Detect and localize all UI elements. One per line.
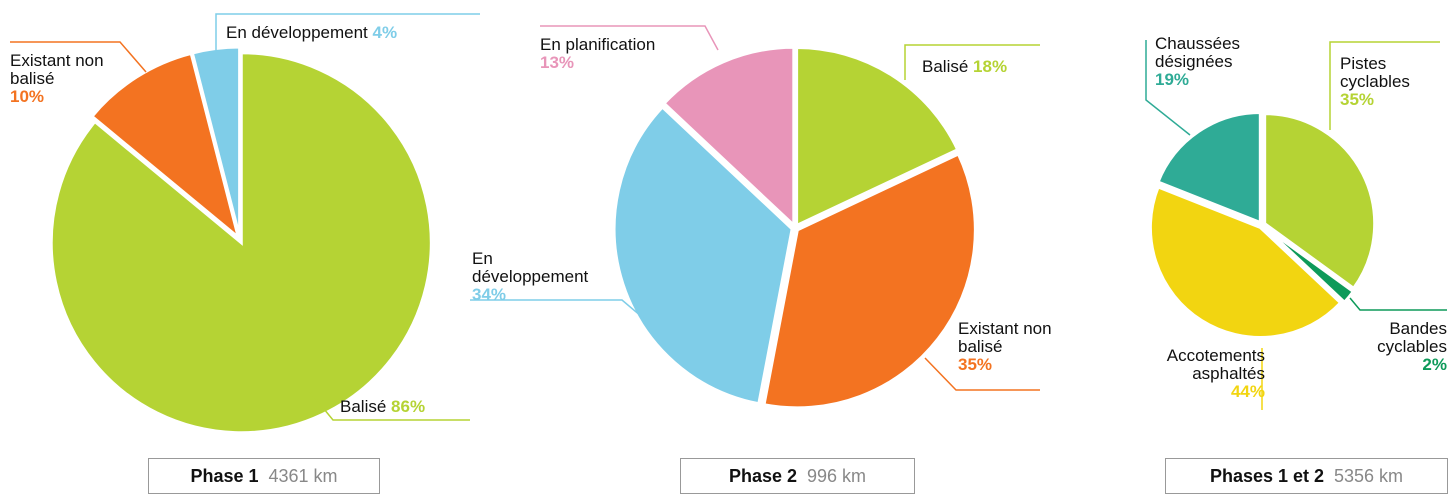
- value-label: 2%: [1422, 355, 1447, 374]
- pie-slice: [762, 152, 977, 410]
- category-name: Accotements asphaltés: [1166, 346, 1265, 383]
- category-name: Balisé: [922, 57, 969, 76]
- caption-title: Phases 1 et 2: [1209, 465, 1325, 486]
- caption-total: 5356 km: [1334, 465, 1404, 486]
- category-name: Chaussées désignées: [1155, 34, 1241, 71]
- leader-line: [924, 357, 1040, 391]
- leader-line: [10, 41, 147, 73]
- leader-line: [309, 391, 470, 421]
- leader-line: [215, 13, 480, 50]
- slice-label: Bandes cyclables 2%: [1365, 320, 1447, 374]
- slice-label: En développement 34%: [472, 250, 607, 304]
- slice-label: Chaussées désignées 19%: [1155, 35, 1265, 89]
- slice-label: Balisé 86%: [340, 398, 540, 416]
- leader-line: [540, 25, 719, 51]
- slice-label: En développement 4%: [226, 24, 506, 42]
- value-label: 13%: [540, 53, 575, 72]
- category-name: Existant non balisé: [958, 319, 1052, 356]
- value-label: 18%: [973, 57, 1008, 76]
- category-name: Bandes cyclables: [1377, 319, 1447, 356]
- category-name: En planification: [540, 35, 656, 54]
- leader-line: [470, 299, 649, 323]
- category-name: En développement: [226, 23, 368, 42]
- leader-line: [1145, 40, 1191, 136]
- caption-box: Phase 2 996 km: [680, 458, 915, 494]
- value-label: 34%: [472, 285, 507, 304]
- caption-total: 996 km: [807, 465, 867, 486]
- slice-label: Existant non balisé 35%: [958, 320, 1058, 374]
- pie-slice: [89, 51, 241, 242]
- category-name: Balisé: [340, 397, 387, 416]
- caption-box: Phases 1 et 2 5356 km: [1165, 458, 1448, 494]
- pie-slice: [1263, 112, 1377, 291]
- slice-label: Existant non balisé 10%: [10, 52, 110, 106]
- caption-title: Phase 2: [728, 465, 797, 486]
- category-name: Existant non balisé: [10, 51, 104, 88]
- value-label: 35%: [958, 355, 993, 374]
- leader-line: [1349, 297, 1447, 311]
- value-label: 10%: [10, 87, 45, 106]
- caption-title: Phase 1: [190, 465, 259, 486]
- category-name: En développement: [472, 249, 589, 286]
- caption-box: Phase 1 4361 km: [148, 458, 380, 494]
- pie-slice: [795, 45, 960, 228]
- category-name: Pistes cyclables: [1340, 54, 1410, 91]
- pie-slice: [612, 104, 794, 406]
- slice-label: Pistes cyclables 35%: [1340, 55, 1440, 109]
- value-label: 4%: [372, 23, 398, 42]
- caption-total: 4361 km: [268, 465, 338, 486]
- slice-label: Accotements asphaltés 44%: [1140, 347, 1265, 401]
- pie-slice: [1156, 111, 1262, 225]
- value-label: 19%: [1155, 70, 1190, 89]
- pie-slice: [1263, 225, 1356, 305]
- leader-line: [904, 44, 1040, 80]
- pie-slice: [49, 51, 433, 435]
- value-label: 44%: [1230, 382, 1265, 401]
- leader-line: [1329, 41, 1440, 130]
- slice-label: Balisé 18%: [922, 58, 1062, 76]
- value-label: 35%: [1340, 90, 1375, 109]
- pie-slice: [661, 45, 796, 229]
- slice-label: En planification 13%: [540, 36, 740, 72]
- pie-slice: [1148, 185, 1343, 339]
- value-label: 86%: [391, 397, 426, 416]
